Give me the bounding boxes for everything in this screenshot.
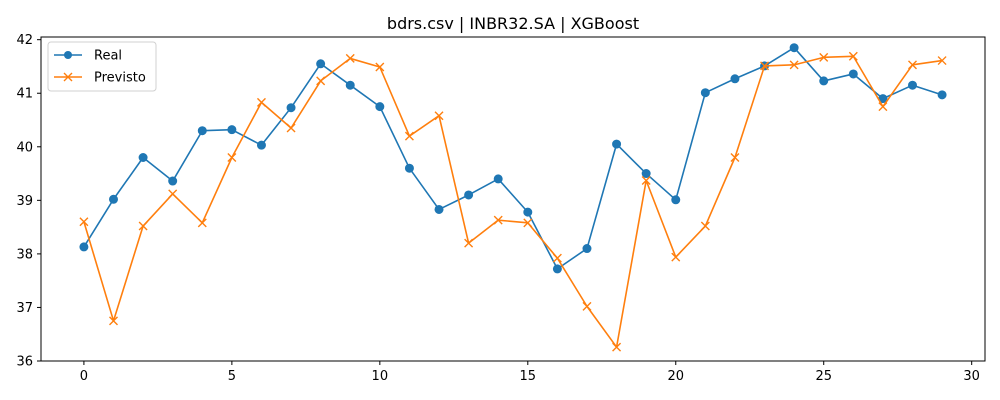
data-point [316,59,326,69]
data-point [375,62,385,72]
data-point [464,190,474,200]
series-line-previsto [83,55,943,348]
data-point [168,189,178,199]
data-point [612,139,622,149]
data-point [227,125,237,135]
data-point [109,194,119,204]
legend: Real Previsto [47,41,157,92]
data-point [197,218,207,228]
data-point [937,56,947,66]
data-point [227,153,237,162]
data-point [700,88,710,98]
data-point [789,43,799,53]
data-point [552,264,562,274]
data-point [641,176,651,186]
data-point [848,51,858,61]
data-point [434,204,444,214]
data-point [256,140,266,150]
legend-item-real: Real [54,49,122,64]
data-point [700,221,710,231]
data-point [256,97,266,107]
data-point [819,52,829,62]
data-point [523,218,533,228]
data-point [138,152,148,162]
data-point [316,76,326,86]
y-tick-label: 40 [16,140,33,155]
y-axis: 36 37 38 39 40 41 42 [16,33,41,370]
data-point [671,252,681,262]
data-point [168,176,178,186]
data-point [345,53,355,63]
data-point [671,195,681,205]
data-point [197,126,207,136]
data-point [878,102,888,112]
data-point [286,103,296,113]
data-point [907,80,917,90]
data-point [79,242,89,252]
legend-item-previsto: Previsto [54,71,146,86]
x-tick-label: 20 [667,369,684,384]
data-point [434,111,444,121]
data-point [582,301,592,311]
data-point [493,174,503,184]
data-point [523,207,533,217]
x-axis: 0 5 10 15 20 25 30 [80,361,980,384]
data-point [552,253,562,263]
data-point [582,244,592,254]
legend-label: Previsto [94,71,146,86]
y-tick-label: 42 [16,33,33,48]
legend-marker [64,51,72,59]
legend-marker [63,72,73,82]
data-point [848,69,858,79]
chart-title: bdrs.csv | INBR32.SA | XGBoost [387,14,639,33]
x-tick-label: 10 [372,369,389,384]
data-point [345,80,355,90]
data-point [404,163,414,173]
data-point [493,215,503,225]
x-tick-label: 15 [520,369,537,384]
x-tick-label: 30 [963,369,980,384]
y-tick-label: 36 [16,355,33,370]
data-point [109,316,118,326]
plot-frame [40,36,986,362]
data-point [612,342,622,352]
x-tick-label: 25 [815,369,832,384]
series-line-real [83,46,943,270]
data-point [730,153,740,162]
data-point [760,61,770,71]
data-point [908,60,917,70]
data-point [79,217,89,227]
data-point [138,221,148,231]
y-tick-label: 37 [16,301,33,316]
data-point [286,123,296,133]
plot-area [79,43,947,352]
x-tick-label: 5 [228,369,236,384]
data-point [789,60,799,70]
data-point [641,169,651,179]
data-point [937,90,947,100]
y-tick-label: 39 [16,194,33,209]
data-point [404,131,414,141]
data-point [730,74,740,84]
data-point [375,102,385,112]
series-previsto [79,51,947,352]
data-point [819,76,829,86]
data-point [464,238,474,248]
series-real [79,43,947,274]
y-tick-label: 41 [16,87,33,102]
legend-label: Real [94,49,122,64]
x-tick-label: 0 [80,369,88,384]
y-tick-label: 38 [16,247,33,262]
